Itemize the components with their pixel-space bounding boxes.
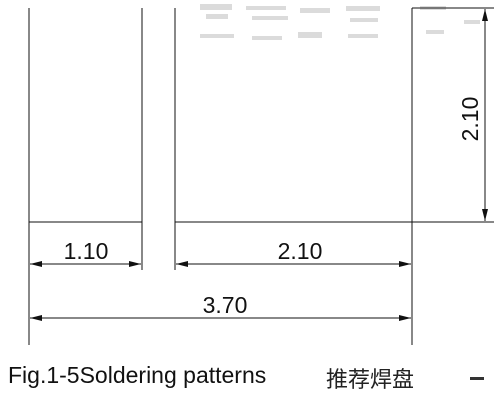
dimension-left-pad-width: 1.10 xyxy=(30,238,141,267)
dimension-overall-width: 3.70 xyxy=(30,292,411,321)
dimension-label-right-pad-width: 2.10 xyxy=(278,238,323,264)
dimension-right-pad-width: 2.10 xyxy=(176,238,411,267)
dimension-label-overall-width: 3.70 xyxy=(203,292,248,318)
caption-trailing-mark xyxy=(470,377,484,380)
faded-background-artifacts xyxy=(200,4,480,40)
dimension-pad-height: 2.10 xyxy=(457,9,488,221)
right-pad xyxy=(174,8,413,223)
figure-caption: Fig.1-5Soldering patterns xyxy=(8,362,267,388)
figure-caption-cjk: 推荐焊盘 xyxy=(326,368,415,393)
extension-lines xyxy=(28,7,494,345)
dimension-label-pad-height: 2.10 xyxy=(457,97,483,142)
left-pad xyxy=(28,8,143,223)
dimension-label-left-pad-width: 1.10 xyxy=(64,238,109,264)
